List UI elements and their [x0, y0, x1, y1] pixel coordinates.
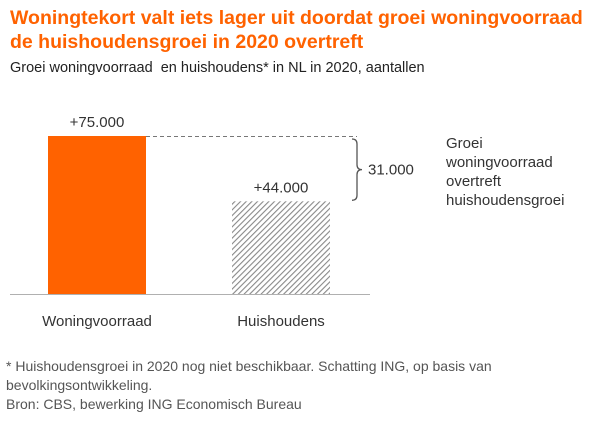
bar-woningvoorraad	[48, 136, 146, 294]
category-label: Huishoudens	[237, 313, 325, 330]
difference-annotation: huishoudensgroei	[446, 192, 564, 209]
footnotes: * Huishoudensgroei in 2020 nog niet besc…	[6, 357, 596, 414]
chart-title: Woningtekort valt iets lager uit doordat…	[10, 6, 595, 54]
category-label: Woningvoorraad	[42, 313, 152, 330]
source-note: Bron: CBS, bewerking ING Economisch Bure…	[6, 396, 302, 412]
data-label: +75.000	[70, 114, 125, 131]
bar-huishoudens	[232, 201, 330, 294]
footnote-line: bevolkingsontwikkeling.	[6, 377, 153, 393]
difference-brace	[351, 138, 363, 201]
chart-title-line-1: Woningtekort valt iets lager uit doordat…	[10, 7, 583, 29]
chart-subtitle: Groei woningvoorraad en huishoudens* in …	[10, 60, 425, 76]
chart-title-line-2: de huishoudensgroei in 2020 overtreft	[10, 31, 364, 53]
difference-annotation: overtreft	[446, 173, 502, 190]
data-label: +44.000	[254, 179, 309, 196]
difference-label: 31.000	[368, 162, 414, 179]
footnote-line: * Huishoudensgroei in 2020 nog niet besc…	[6, 358, 492, 374]
difference-annotation: woningvoorraad	[445, 154, 553, 171]
difference-annotation: Groei	[446, 135, 483, 152]
